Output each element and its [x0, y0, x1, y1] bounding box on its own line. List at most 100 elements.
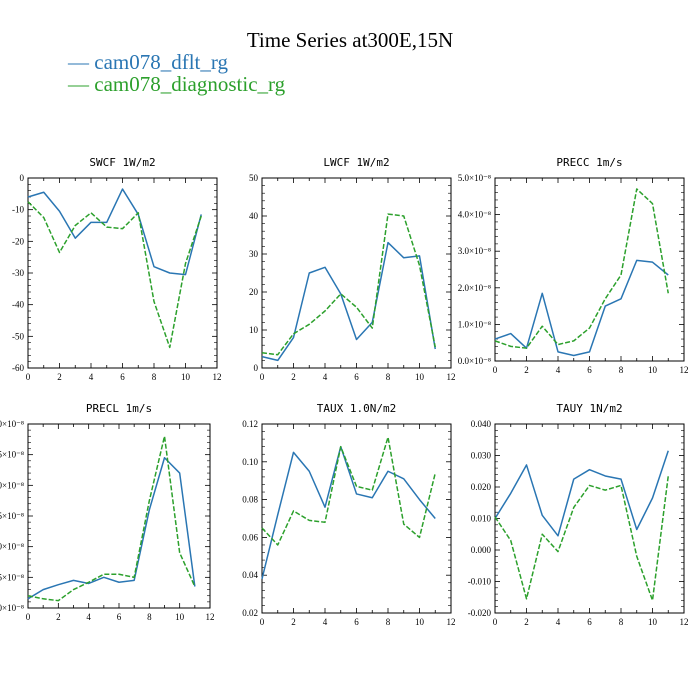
series-line-1 [261, 241, 436, 362]
series-line-2 [261, 436, 436, 546]
series-line-2 [27, 201, 202, 349]
panel-2: LWCF 1W/m2 0 2 4 6 8 10 12 0 10 20 30 40 50 [249, 156, 456, 382]
panel-title: TAUY 1N/m2 [556, 402, 622, 415]
x-tick-label: 4 [556, 365, 561, 375]
x-tick-label: 8 [386, 372, 391, 382]
x-tick-label: 6 [354, 617, 359, 627]
y-tick-label: -40 [12, 300, 24, 310]
y-tick-label: 0.02 [242, 608, 258, 618]
x-tick-label: 10 [415, 372, 425, 382]
series-line-2 [261, 213, 436, 356]
x-tick-label: 4 [323, 617, 328, 627]
x-tick-label: 4 [86, 612, 91, 622]
y-tick-label: 50 [249, 173, 259, 183]
y-tick-label: 0 [20, 173, 25, 183]
panel-5: TAUX 1.0N/m2 0 2 4 6 8 10 12 0.02 0.04 0.06 0.08 0.1… [242, 402, 455, 627]
x-tick-label: 12 [680, 617, 689, 627]
x-tick-label: 12 [447, 372, 456, 382]
y-tick-label: 0.000 [471, 545, 492, 555]
x-tick-label: 8 [386, 617, 391, 627]
x-tick-label: 10 [648, 365, 658, 375]
y-tick-label: 5×10⁻⁸ [0, 572, 24, 582]
x-tick-label: 12 [447, 617, 456, 627]
panel-4: PRECL 1m/s 0 2 4 6 8 10 12 0×10⁻⁸ 5×10⁻⁸ 0×10⁻⁸ 5×1… [0, 402, 215, 622]
y-tick-label: 5.0×10⁻⁸ [458, 173, 491, 183]
x-tick-label: 0 [493, 617, 498, 627]
panel-title: SWCF 1W/m2 [89, 156, 155, 169]
y-tick-label: 0.0×10⁻⁸ [458, 356, 491, 366]
x-tick-label: 2 [57, 372, 62, 382]
x-tick-label: 4 [556, 617, 561, 627]
y-tick-label: -30 [12, 268, 24, 278]
series-line-2 [494, 475, 669, 602]
x-tick-label: 8 [619, 365, 624, 375]
plot-frame [494, 177, 685, 362]
legend-entry-1: — cam078_dflt_rg [68, 50, 228, 75]
y-tick-label: 0.030 [471, 451, 492, 461]
series-line-1 [494, 450, 669, 537]
x-tick-label: 12 [213, 372, 222, 382]
y-tick-label: 0×10⁻⁸ [0, 480, 24, 490]
y-tick-label: -0.010 [468, 577, 492, 587]
x-tick-label: 8 [152, 372, 157, 382]
x-tick-label: 6 [117, 612, 122, 622]
plot-frame [27, 423, 211, 609]
y-tick-label: 0.020 [471, 482, 492, 492]
y-tick-label: -10 [12, 205, 24, 215]
y-tick-label: 1.0×10⁻⁸ [458, 319, 491, 329]
x-tick-label: 6 [354, 372, 359, 382]
series-line-1 [261, 445, 436, 580]
series-line-1 [27, 188, 202, 276]
y-tick-label: 10 [249, 325, 259, 335]
y-tick-label: 2.0×10⁻⁸ [458, 283, 491, 293]
y-tick-label: 20 [249, 287, 259, 297]
x-tick-label: 2 [56, 612, 61, 622]
x-tick-label: 0 [260, 617, 265, 627]
y-tick-label: 0.06 [242, 532, 258, 542]
x-tick-label: 6 [120, 372, 125, 382]
y-tick-label: -60 [12, 363, 24, 373]
y-tick-label: 0×10⁻⁸ [0, 603, 24, 613]
x-tick-label: 6 [587, 365, 592, 375]
x-tick-label: 2 [291, 372, 296, 382]
y-tick-label: -0.020 [468, 608, 492, 618]
x-tick-label: 2 [524, 365, 529, 375]
panel-6: TAUY 1N/m2 0 2 4 6 8 10 12 -0.020 -0.010 0.000 0.01… [468, 402, 689, 627]
y-tick-label: 0×10⁻⁸ [0, 419, 24, 429]
y-tick-label: 5×10⁻⁸ [0, 450, 24, 460]
x-tick-label: 10 [415, 617, 425, 627]
legend-line-symbol-1: — [68, 50, 89, 74]
series-line-2 [27, 435, 196, 602]
x-tick-label: 10 [181, 372, 191, 382]
legend-line-symbol-2: — [68, 72, 89, 96]
y-tick-label: 3.0×10⁻⁸ [458, 246, 491, 256]
legend-label-1: cam078_dflt_rg [94, 50, 229, 74]
y-tick-label: -20 [12, 236, 24, 246]
x-tick-label: 0 [493, 365, 498, 375]
legend-label-2: cam078_diagnostic_rg [94, 72, 286, 96]
x-tick-label: 8 [147, 612, 152, 622]
panel-title: LWCF 1W/m2 [323, 156, 389, 169]
series-line-2 [494, 188, 669, 349]
legend-entry-2: — cam078_diagnostic_rg [68, 72, 285, 97]
x-tick-label: 2 [291, 617, 296, 627]
y-tick-label: 0 [254, 363, 259, 373]
y-tick-label: 4.0×10⁻⁸ [458, 210, 491, 220]
x-tick-label: 10 [648, 617, 658, 627]
panel-title: PRECC 1m/s [556, 156, 622, 169]
panel-title: PRECL 1m/s [86, 402, 152, 415]
figure-title: Time Series at300E,15N [246, 28, 454, 52]
x-tick-label: 0 [26, 372, 31, 382]
x-tick-label: 8 [619, 617, 624, 627]
x-tick-label: 12 [680, 365, 689, 375]
y-tick-label: 30 [249, 249, 259, 259]
y-tick-label: 0.040 [471, 419, 492, 429]
panel-title: TAUX 1.0N/m2 [317, 402, 396, 415]
y-tick-label: 0.10 [242, 457, 258, 467]
y-tick-label: 0.04 [242, 570, 258, 580]
x-tick-label: 6 [587, 617, 592, 627]
panel-3: PRECC 1m/s 0 2 4 6 8 10 12 0.0×10⁻⁸ 1.0×10⁻⁸ 2.0×1… [458, 156, 689, 375]
x-tick-label: 2 [524, 617, 529, 627]
x-tick-label: 12 [206, 612, 215, 622]
